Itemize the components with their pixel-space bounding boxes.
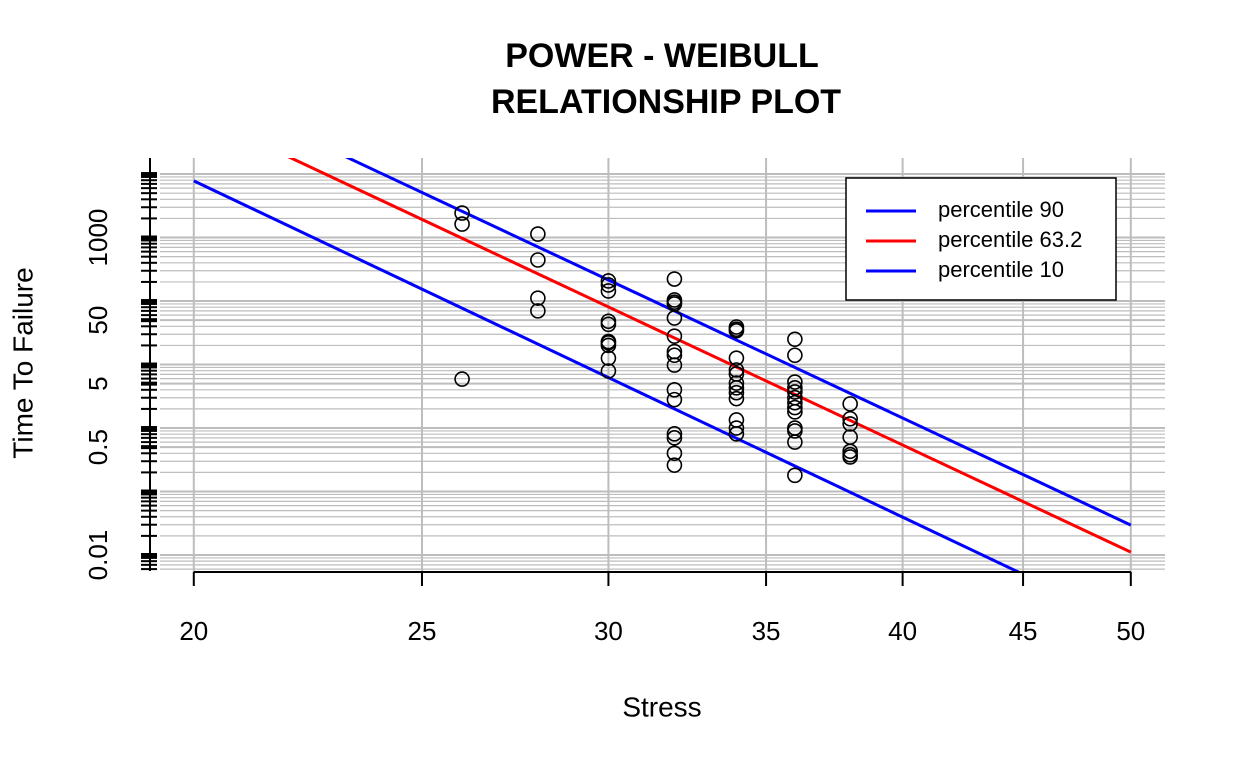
y-tick-label: 0.01	[83, 530, 113, 581]
percentile-line	[193, 179, 1022, 572]
data-point	[600, 350, 617, 366]
x-tick-label: 45	[1009, 616, 1038, 646]
data-point	[787, 423, 803, 439]
data-point	[787, 399, 803, 416]
data-point	[600, 316, 617, 333]
legend-box	[845, 177, 1117, 301]
data-point	[842, 410, 858, 427]
data-point	[787, 380, 803, 396]
legend-label: percentile 10	[938, 257, 1064, 282]
x-tick-label: 25	[408, 616, 437, 646]
legend-label: percentile 90	[938, 197, 1064, 222]
legend-label: percentile 63.2	[938, 227, 1082, 252]
x-tick-label: 20	[179, 616, 208, 646]
data-point	[666, 328, 683, 344]
x-tick-label: 35	[752, 616, 781, 646]
data-point	[728, 375, 745, 391]
data-point	[600, 337, 617, 354]
data-point	[728, 412, 745, 428]
data-point	[666, 357, 683, 373]
data-point	[600, 283, 617, 299]
data-point	[530, 226, 546, 242]
data-point	[728, 380, 745, 396]
data-point	[787, 467, 803, 484]
data-point	[666, 430, 683, 446]
data-point	[728, 390, 745, 407]
data-point	[666, 426, 683, 442]
data-point	[454, 205, 470, 221]
data-point	[666, 347, 683, 364]
data-point	[0, 488, 7, 502]
data-point	[454, 371, 470, 387]
data-point	[600, 277, 617, 293]
data-point	[787, 384, 803, 400]
y-tick-label: 0.5	[83, 429, 113, 465]
x-tick-label: 40	[888, 616, 917, 646]
data-point	[728, 420, 745, 436]
y-tick-label: 5	[83, 376, 113, 390]
data-point	[787, 374, 803, 390]
data-point	[530, 303, 546, 319]
data-point	[787, 394, 803, 411]
data-point	[728, 426, 745, 442]
data-point	[787, 331, 803, 348]
axes: 0.01 0.5 5 50 1000 20 25 30 35 40 45 50	[83, 158, 1145, 646]
data-point	[666, 445, 683, 462]
data-point	[842, 416, 858, 432]
data-point	[728, 362, 745, 378]
chart-subtitle: RELATIONSHIP PLOT	[491, 83, 841, 121]
x-axis-title: Stress	[622, 691, 701, 722]
data-point	[728, 384, 745, 401]
data-point	[842, 396, 858, 412]
data-point	[666, 271, 683, 287]
data-point	[787, 347, 803, 364]
data-point	[787, 434, 803, 450]
data-point	[728, 350, 745, 366]
data-point	[666, 391, 683, 408]
x-tick-label: 50	[1116, 616, 1145, 646]
y-axis-title: Time To Failure	[7, 267, 38, 458]
data-point	[728, 322, 745, 339]
x-tick-label: 30	[594, 616, 623, 646]
legend: percentile 90 percentile 63.2 percentile 1…	[845, 177, 1117, 301]
data-point	[600, 363, 617, 379]
data-point	[454, 216, 470, 232]
data-point	[666, 457, 683, 473]
grid	[160, 158, 1165, 572]
data-point	[530, 252, 546, 268]
data-point	[787, 404, 803, 420]
data-point	[666, 310, 683, 326]
plot-area	[0, 158, 1132, 572]
percentile-line	[287, 158, 1132, 554]
data-point	[842, 446, 858, 463]
percentile-line	[344, 158, 1132, 527]
y-tick-label: 1000	[83, 209, 113, 267]
y-tick-label: 50	[83, 306, 113, 335]
data-point	[600, 273, 617, 289]
chart-title: POWER - WEIBULL	[505, 37, 819, 75]
data-point	[530, 290, 546, 306]
data-point	[666, 381, 683, 398]
data-point	[666, 343, 683, 360]
